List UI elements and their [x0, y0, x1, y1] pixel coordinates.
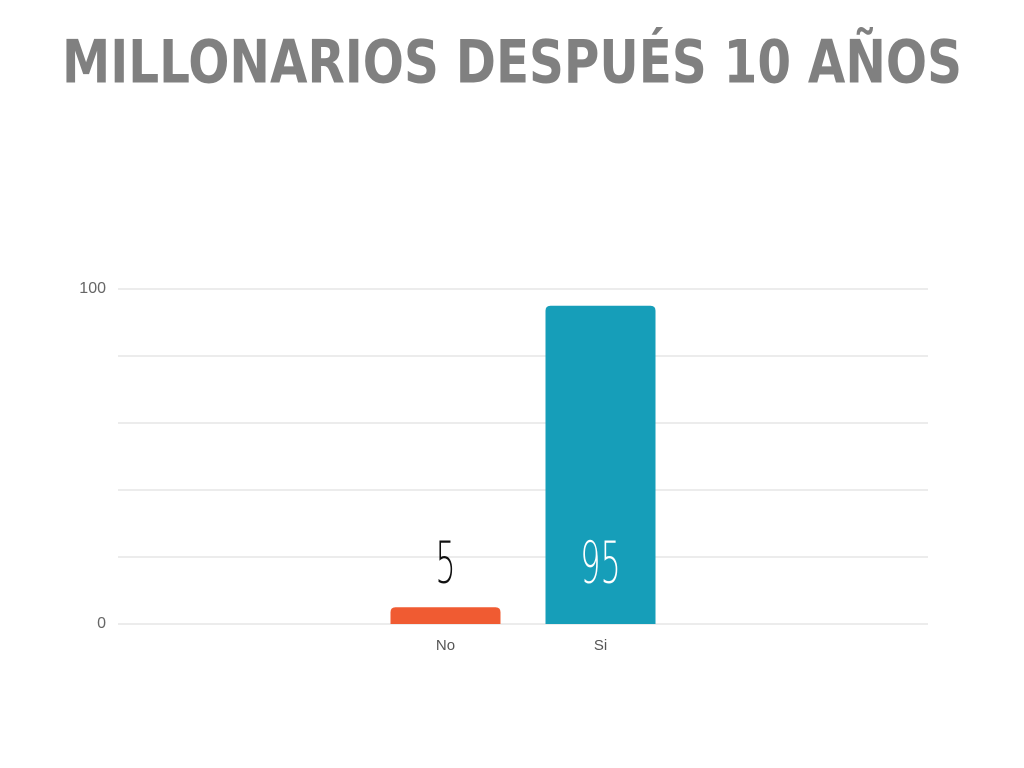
value-label: 95	[580, 530, 621, 597]
bar	[390, 607, 501, 624]
value-label: 5	[435, 530, 455, 597]
bar	[545, 305, 656, 624]
y-tick-label: 100	[79, 280, 106, 297]
chart-title: MILLONARIOS DESPUÉS 10 AÑOS	[62, 26, 962, 98]
x-tick-label: No	[436, 637, 455, 654]
x-tick-label: Si	[594, 637, 607, 654]
y-tick-label: 0	[97, 615, 106, 632]
